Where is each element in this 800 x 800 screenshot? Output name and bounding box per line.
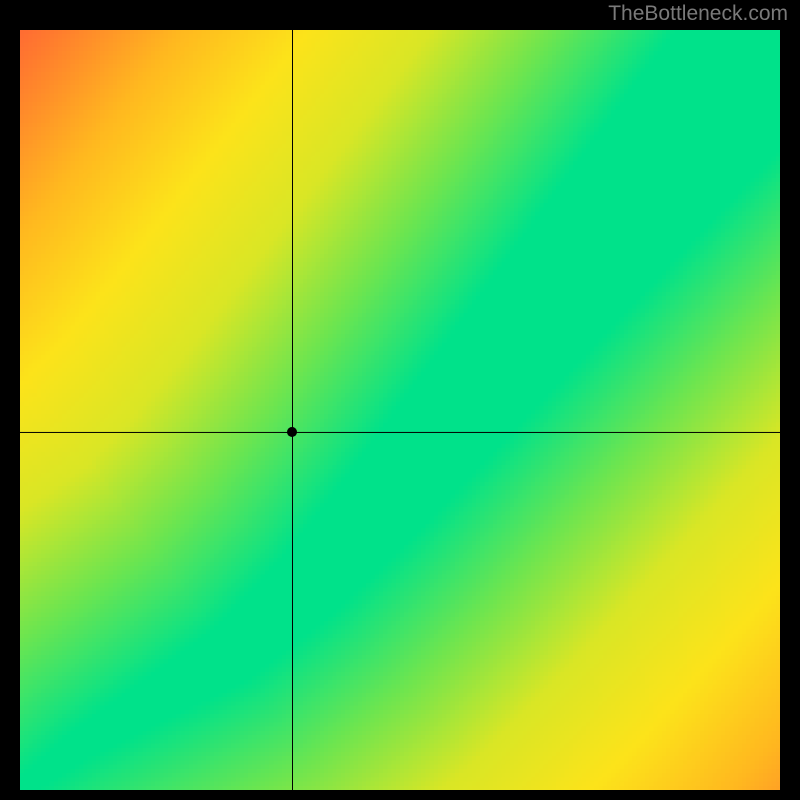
crosshair-overlay	[20, 30, 780, 790]
chart-container: TheBottleneck.com	[0, 0, 800, 800]
plot-area	[20, 30, 780, 790]
watermark-text: TheBottleneck.com	[608, 2, 788, 26]
